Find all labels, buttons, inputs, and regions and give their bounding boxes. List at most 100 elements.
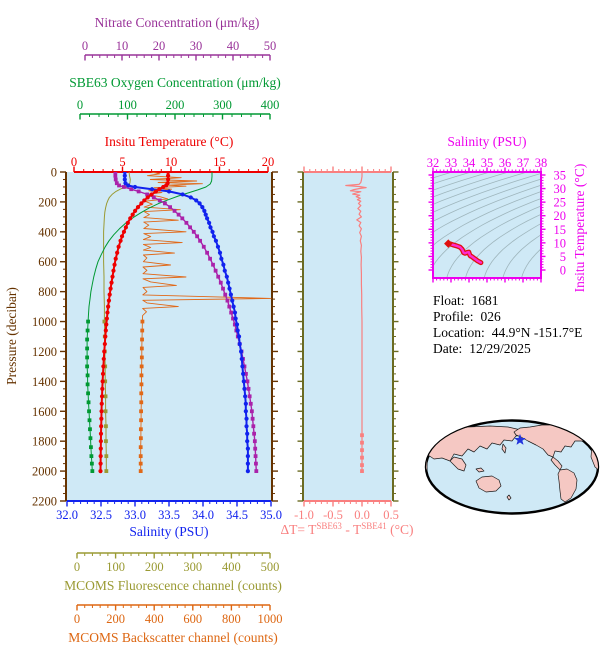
marker <box>139 391 144 396</box>
oxygen-axis-title: SBE63 Oxygen Concentration (μm/kg) <box>69 75 281 90</box>
salinity-tick-label: 33.5 <box>158 508 180 522</box>
marker <box>140 328 145 333</box>
marker <box>241 379 246 384</box>
marker <box>99 409 104 414</box>
marker <box>104 469 109 473</box>
marker <box>139 373 144 378</box>
marker <box>244 424 249 429</box>
salinity-tick-label: 33.0 <box>124 508 146 522</box>
temperature-tick-label: 15 <box>213 155 226 169</box>
delta-t-tick-label: 0.5 <box>383 508 399 522</box>
marker <box>85 328 90 333</box>
marker <box>149 192 154 197</box>
marker <box>86 391 90 396</box>
landmass-new-zealand <box>506 494 512 501</box>
marker <box>123 225 128 230</box>
delta-pressure-axis <box>392 171 399 502</box>
salinity-axis-title: Salinity (PSU) <box>129 524 208 539</box>
marker <box>191 229 196 234</box>
marker <box>211 234 216 239</box>
world-map <box>424 419 600 515</box>
marker <box>244 416 249 421</box>
marker <box>245 468 250 474</box>
pressure-tick-label: 800 <box>38 285 57 299</box>
marker <box>253 454 258 459</box>
isopycnal-contour <box>434 179 540 222</box>
marker <box>85 373 90 378</box>
marker <box>213 268 218 273</box>
marker <box>194 198 199 203</box>
marker <box>254 469 259 473</box>
ts-temperature-tick-label: 35 <box>554 168 567 182</box>
marker <box>88 436 93 441</box>
marker <box>139 346 144 351</box>
marker <box>205 250 209 255</box>
marker <box>157 187 162 192</box>
nitrate-tick-label: 20 <box>153 39 166 53</box>
isopycnal-contour <box>434 198 540 266</box>
pressure-tick-label: 400 <box>38 225 57 239</box>
marker <box>360 448 364 453</box>
marker <box>211 262 215 267</box>
marker <box>151 195 156 200</box>
marker <box>241 371 246 376</box>
temperature-axis-title: Insitu Temperature (°C) <box>105 134 234 149</box>
marker <box>231 316 235 321</box>
nitrate-tick-label: 40 <box>227 39 240 53</box>
salinity-tick-label: 32.5 <box>90 508 112 522</box>
marker <box>125 220 130 225</box>
marker <box>113 172 118 174</box>
marker <box>224 274 229 279</box>
delta-t-axis: -1.0 -0.5 0.0 0.5 <box>294 500 399 522</box>
pressure-tick-label: 600 <box>38 255 57 269</box>
salinity-tick-label: 34.0 <box>192 508 214 522</box>
marker <box>100 386 105 391</box>
marker <box>104 322 109 327</box>
main-profile-series <box>85 172 272 474</box>
marker <box>217 250 223 255</box>
marker <box>89 454 94 459</box>
marker <box>100 371 106 376</box>
marker <box>238 349 244 354</box>
marker <box>142 198 147 203</box>
delta-t-tick-label: -1.0 <box>294 508 314 522</box>
marker <box>112 262 117 267</box>
marker <box>176 212 181 217</box>
isopycnal-contour <box>434 185 540 232</box>
landmass-greenland <box>579 423 595 433</box>
ts-surface-marker <box>444 239 453 248</box>
ts-isopycnal-contours <box>434 173 540 277</box>
marker <box>86 319 90 324</box>
salinity-tick-label: 35.0 <box>260 508 282 522</box>
ts-salinity-axis-title: Salinity (PSU) <box>447 134 526 149</box>
marker <box>163 201 167 206</box>
marker <box>118 238 123 243</box>
marker <box>188 195 193 200</box>
marker <box>121 185 126 189</box>
marker <box>236 334 242 339</box>
marker <box>89 461 94 466</box>
landmass-indonesia <box>475 467 485 473</box>
fluorescence-tick-label: 100 <box>106 560 125 574</box>
isopycnal-contour <box>434 173 507 197</box>
marker <box>88 427 92 432</box>
marker <box>99 394 105 399</box>
isopycnal-contour <box>446 206 540 277</box>
marker <box>139 382 144 387</box>
marker <box>109 280 114 285</box>
marker <box>245 461 250 466</box>
marker <box>101 364 106 369</box>
marker <box>89 445 93 450</box>
float-info-line: Date: 12/29/2025 <box>433 341 531 356</box>
marker <box>168 205 172 210</box>
fluorescence-tick-label: 400 <box>222 560 241 574</box>
oxygen-tick-label: 400 <box>261 98 280 112</box>
ts-salinity-tick-label: 38 <box>535 156 548 170</box>
isopycnal-contour <box>502 234 540 277</box>
backscatter-axis: 0 200 400 600 800 1000 <box>74 604 283 626</box>
marker <box>232 322 237 327</box>
pressure-tick-label: 0 <box>51 166 57 180</box>
marker <box>360 433 364 438</box>
marker <box>165 177 171 182</box>
marker <box>133 208 138 213</box>
